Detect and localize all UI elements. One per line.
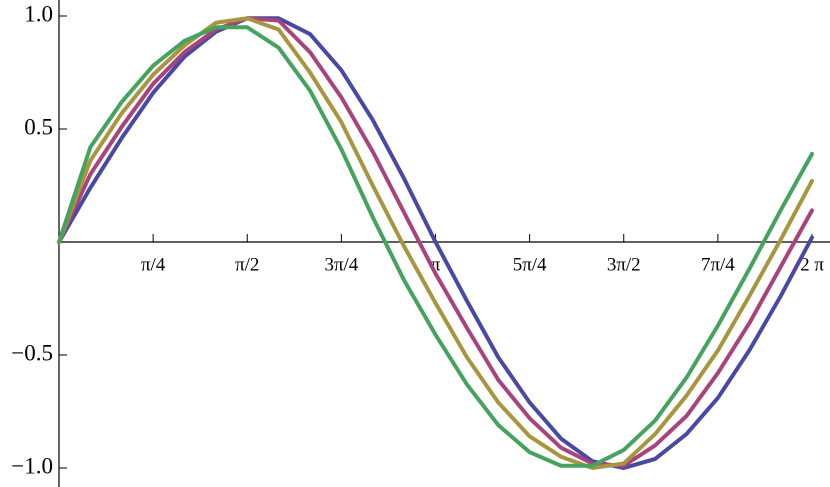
y-tick-label: 1.0	[24, 1, 53, 26]
y-tick-label: −0.5	[11, 340, 53, 365]
series-line	[57, 16, 814, 468]
x-tick-label: π	[431, 254, 441, 275]
y-tick-label: −1.0	[11, 453, 53, 478]
x-tick-label: π/2	[235, 254, 259, 275]
x-tick-label: 2 π	[800, 254, 824, 275]
series-line	[57, 16, 814, 470]
x-tick-label: 5π/4	[513, 254, 547, 275]
y-tick-label: 0.5	[24, 114, 53, 139]
x-tick-label: 3π/4	[324, 254, 358, 275]
x-tick-label: 3π/2	[607, 254, 641, 275]
x-tick-label: π/4	[141, 254, 166, 275]
x-tick-label: 7π/4	[701, 254, 735, 275]
series-line	[57, 16, 814, 470]
series-line	[57, 25, 814, 468]
